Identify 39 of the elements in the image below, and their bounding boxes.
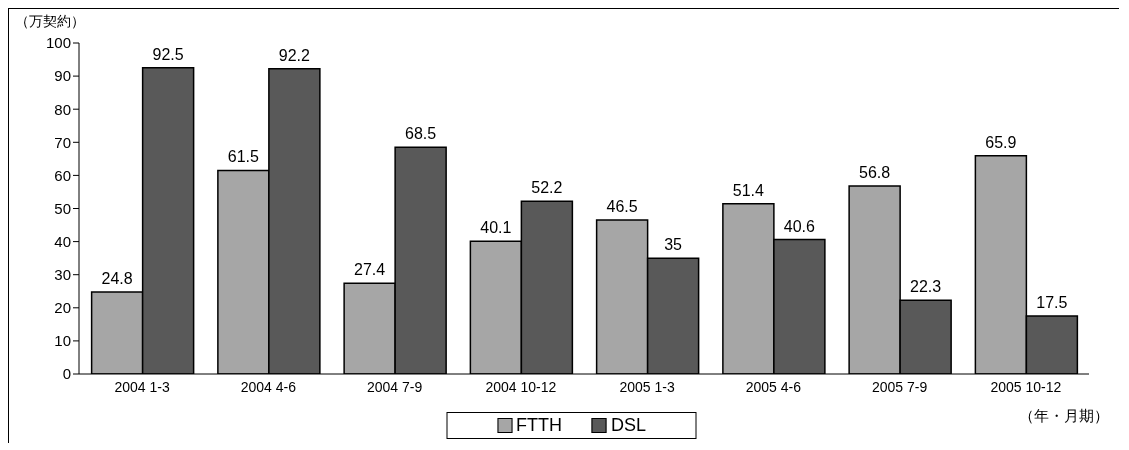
y-tick-label: 90 bbox=[54, 67, 71, 85]
data-label: 61.5 bbox=[227, 148, 260, 166]
y-tick-label: 50 bbox=[54, 199, 71, 217]
x-tick-label: 2004 7-9 bbox=[366, 378, 423, 395]
y-tick-label: 0 bbox=[62, 365, 71, 383]
data-label: 51.4 bbox=[732, 181, 765, 199]
data-label: 40.1 bbox=[480, 219, 512, 237]
data-label: 27.4 bbox=[354, 261, 386, 279]
data-label: 52.2 bbox=[531, 179, 563, 197]
data-label: 22.3 bbox=[910, 278, 942, 296]
y-tick-label: 40 bbox=[54, 232, 71, 250]
data-label: 46.5 bbox=[606, 198, 638, 216]
x-tick-label: 2004 1-3 bbox=[114, 378, 170, 395]
x-tick-label: 2005 10-12 bbox=[990, 378, 1062, 395]
data-label: 92.2 bbox=[278, 46, 311, 64]
data-label: 35 bbox=[664, 236, 683, 254]
legend-label: FTTH bbox=[515, 415, 562, 436]
y-axis-title: （万契約） bbox=[15, 13, 85, 31]
x-tick-label: 2005 4-6 bbox=[745, 378, 802, 395]
data-label: 56.8 bbox=[859, 163, 891, 181]
x-tick-label: 2004 4-6 bbox=[240, 378, 297, 395]
data-label: 24.8 bbox=[101, 269, 133, 287]
y-tick-label: 80 bbox=[54, 100, 71, 118]
data-label: 40.6 bbox=[783, 217, 816, 235]
y-tick-label: 20 bbox=[54, 299, 71, 317]
x-tick-label: 2005 1-3 bbox=[619, 378, 675, 395]
data-label: 65.9 bbox=[985, 133, 1017, 151]
data-label: 17.5 bbox=[1036, 294, 1068, 312]
data-label: 68.5 bbox=[405, 125, 437, 143]
y-tick-label: 10 bbox=[54, 332, 71, 350]
x-axis-title: （年・月期） bbox=[1019, 407, 1109, 426]
data-label: 92.5 bbox=[152, 45, 184, 63]
y-tick-label: 70 bbox=[54, 133, 71, 151]
y-tick-label: 30 bbox=[54, 266, 71, 284]
legend-label: DSL bbox=[610, 415, 646, 436]
y-tick-label: 100 bbox=[45, 34, 71, 52]
y-tick-label: 60 bbox=[54, 166, 71, 184]
x-tick-label: 2005 7-9 bbox=[871, 378, 928, 395]
x-tick-label: 2004 10-12 bbox=[485, 378, 557, 395]
